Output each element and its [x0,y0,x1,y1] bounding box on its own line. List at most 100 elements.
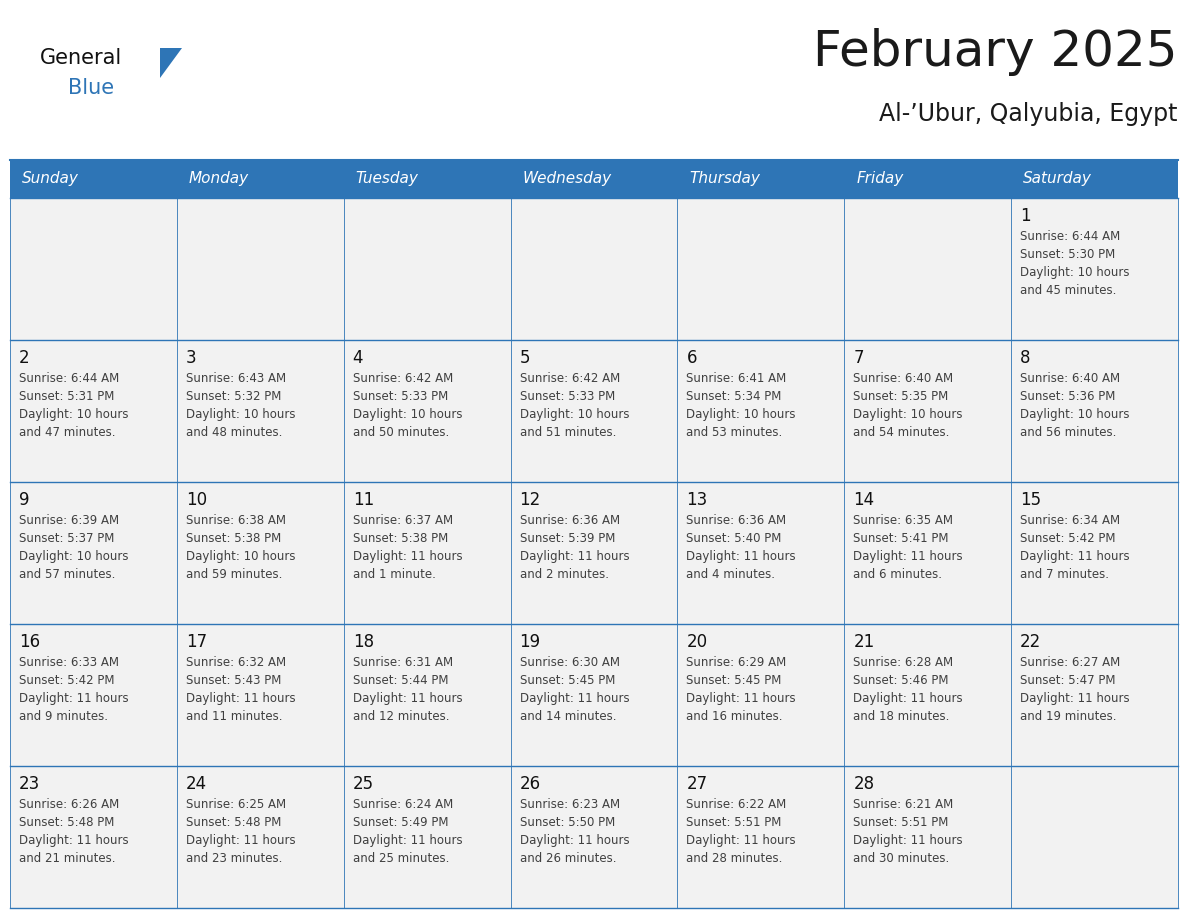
Text: Sunrise: 6:22 AM
Sunset: 5:51 PM
Daylight: 11 hours
and 28 minutes.: Sunrise: 6:22 AM Sunset: 5:51 PM Dayligh… [687,798,796,865]
Text: 25: 25 [353,775,374,793]
Text: 13: 13 [687,491,708,509]
Text: Sunrise: 6:27 AM
Sunset: 5:47 PM
Daylight: 11 hours
and 19 minutes.: Sunrise: 6:27 AM Sunset: 5:47 PM Dayligh… [1020,656,1130,723]
Bar [1011,198,1178,340]
Text: Monday: Monday [189,172,249,186]
Bar [511,340,677,482]
Bar [177,198,343,340]
Bar [10,624,177,766]
Text: 4: 4 [353,349,364,367]
Text: 10: 10 [185,491,207,509]
Text: 20: 20 [687,633,708,651]
Text: 27: 27 [687,775,708,793]
Text: Sunday: Sunday [23,172,78,186]
Text: Sunrise: 6:42 AM
Sunset: 5:33 PM
Daylight: 10 hours
and 51 minutes.: Sunrise: 6:42 AM Sunset: 5:33 PM Dayligh… [519,372,630,439]
Bar [343,624,511,766]
Bar [845,198,1011,340]
Text: 19: 19 [519,633,541,651]
Text: Sunrise: 6:30 AM
Sunset: 5:45 PM
Daylight: 11 hours
and 14 minutes.: Sunrise: 6:30 AM Sunset: 5:45 PM Dayligh… [519,656,630,723]
Text: Saturday: Saturday [1023,172,1092,186]
Bar [343,198,511,340]
Bar [10,766,177,908]
Text: Sunrise: 6:34 AM
Sunset: 5:42 PM
Daylight: 11 hours
and 7 minutes.: Sunrise: 6:34 AM Sunset: 5:42 PM Dayligh… [1020,514,1130,581]
Text: 6: 6 [687,349,697,367]
Text: General: General [40,48,122,68]
Bar [343,766,511,908]
Text: 9: 9 [19,491,30,509]
Text: 5: 5 [519,349,530,367]
Bar [845,482,1011,624]
Bar [1011,624,1178,766]
Text: 2: 2 [19,349,30,367]
Text: 1: 1 [1020,207,1031,225]
Bar [845,766,1011,908]
Text: 16: 16 [19,633,40,651]
Bar [845,624,1011,766]
Polygon shape [160,48,182,78]
Bar [10,482,177,624]
Text: 24: 24 [185,775,207,793]
Text: Sunrise: 6:39 AM
Sunset: 5:37 PM
Daylight: 10 hours
and 57 minutes.: Sunrise: 6:39 AM Sunset: 5:37 PM Dayligh… [19,514,128,581]
Text: Al-’Ubur, Qalyubia, Egypt: Al-’Ubur, Qalyubia, Egypt [879,102,1178,126]
Bar [1011,340,1178,482]
Text: 28: 28 [853,775,874,793]
Bar [10,198,177,340]
Text: Sunrise: 6:40 AM
Sunset: 5:35 PM
Daylight: 10 hours
and 54 minutes.: Sunrise: 6:40 AM Sunset: 5:35 PM Dayligh… [853,372,962,439]
Text: 14: 14 [853,491,874,509]
Bar [677,766,845,908]
Text: Sunrise: 6:25 AM
Sunset: 5:48 PM
Daylight: 11 hours
and 23 minutes.: Sunrise: 6:25 AM Sunset: 5:48 PM Dayligh… [185,798,296,865]
Text: Sunrise: 6:35 AM
Sunset: 5:41 PM
Daylight: 11 hours
and 6 minutes.: Sunrise: 6:35 AM Sunset: 5:41 PM Dayligh… [853,514,963,581]
Text: Sunrise: 6:40 AM
Sunset: 5:36 PM
Daylight: 10 hours
and 56 minutes.: Sunrise: 6:40 AM Sunset: 5:36 PM Dayligh… [1020,372,1130,439]
Text: Thursday: Thursday [689,172,760,186]
Text: 15: 15 [1020,491,1041,509]
Text: Sunrise: 6:33 AM
Sunset: 5:42 PM
Daylight: 11 hours
and 9 minutes.: Sunrise: 6:33 AM Sunset: 5:42 PM Dayligh… [19,656,128,723]
Bar [677,624,845,766]
Text: Sunrise: 6:31 AM
Sunset: 5:44 PM
Daylight: 11 hours
and 12 minutes.: Sunrise: 6:31 AM Sunset: 5:44 PM Dayligh… [353,656,462,723]
Bar [1011,766,1178,908]
Text: February 2025: February 2025 [814,28,1178,76]
Text: Sunrise: 6:21 AM
Sunset: 5:51 PM
Daylight: 11 hours
and 30 minutes.: Sunrise: 6:21 AM Sunset: 5:51 PM Dayligh… [853,798,963,865]
Bar [677,198,845,340]
Text: Sunrise: 6:36 AM
Sunset: 5:39 PM
Daylight: 11 hours
and 2 minutes.: Sunrise: 6:36 AM Sunset: 5:39 PM Dayligh… [519,514,630,581]
Bar [177,482,343,624]
Text: Sunrise: 6:44 AM
Sunset: 5:30 PM
Daylight: 10 hours
and 45 minutes.: Sunrise: 6:44 AM Sunset: 5:30 PM Dayligh… [1020,230,1130,297]
Text: Sunrise: 6:43 AM
Sunset: 5:32 PM
Daylight: 10 hours
and 48 minutes.: Sunrise: 6:43 AM Sunset: 5:32 PM Dayligh… [185,372,296,439]
Text: 18: 18 [353,633,374,651]
Text: 12: 12 [519,491,541,509]
Text: Friday: Friday [857,172,904,186]
Bar [511,624,677,766]
Text: 26: 26 [519,775,541,793]
Text: Wednesday: Wednesday [523,172,612,186]
Bar [177,624,343,766]
Text: Sunrise: 6:42 AM
Sunset: 5:33 PM
Daylight: 10 hours
and 50 minutes.: Sunrise: 6:42 AM Sunset: 5:33 PM Dayligh… [353,372,462,439]
Text: Sunrise: 6:38 AM
Sunset: 5:38 PM
Daylight: 10 hours
and 59 minutes.: Sunrise: 6:38 AM Sunset: 5:38 PM Dayligh… [185,514,296,581]
Text: Sunrise: 6:29 AM
Sunset: 5:45 PM
Daylight: 11 hours
and 16 minutes.: Sunrise: 6:29 AM Sunset: 5:45 PM Dayligh… [687,656,796,723]
Bar [677,482,845,624]
Bar [177,340,343,482]
Text: Sunrise: 6:41 AM
Sunset: 5:34 PM
Daylight: 10 hours
and 53 minutes.: Sunrise: 6:41 AM Sunset: 5:34 PM Dayligh… [687,372,796,439]
Bar [343,340,511,482]
Text: 8: 8 [1020,349,1031,367]
Bar [177,766,343,908]
Bar [511,198,677,340]
Bar [10,160,1178,198]
Bar [343,482,511,624]
Text: Sunrise: 6:44 AM
Sunset: 5:31 PM
Daylight: 10 hours
and 47 minutes.: Sunrise: 6:44 AM Sunset: 5:31 PM Dayligh… [19,372,128,439]
Text: Sunrise: 6:24 AM
Sunset: 5:49 PM
Daylight: 11 hours
and 25 minutes.: Sunrise: 6:24 AM Sunset: 5:49 PM Dayligh… [353,798,462,865]
Bar [511,766,677,908]
Text: 22: 22 [1020,633,1042,651]
Text: 11: 11 [353,491,374,509]
Text: 23: 23 [19,775,40,793]
Text: 21: 21 [853,633,874,651]
Text: Sunrise: 6:37 AM
Sunset: 5:38 PM
Daylight: 11 hours
and 1 minute.: Sunrise: 6:37 AM Sunset: 5:38 PM Dayligh… [353,514,462,581]
Bar [10,340,177,482]
Text: Sunrise: 6:36 AM
Sunset: 5:40 PM
Daylight: 11 hours
and 4 minutes.: Sunrise: 6:36 AM Sunset: 5:40 PM Dayligh… [687,514,796,581]
Text: 3: 3 [185,349,196,367]
Bar [1011,482,1178,624]
Text: Sunrise: 6:32 AM
Sunset: 5:43 PM
Daylight: 11 hours
and 11 minutes.: Sunrise: 6:32 AM Sunset: 5:43 PM Dayligh… [185,656,296,723]
Text: Tuesday: Tuesday [355,172,418,186]
Text: Sunrise: 6:23 AM
Sunset: 5:50 PM
Daylight: 11 hours
and 26 minutes.: Sunrise: 6:23 AM Sunset: 5:50 PM Dayligh… [519,798,630,865]
Text: Blue: Blue [68,78,114,98]
Bar [677,340,845,482]
Bar [511,482,677,624]
Text: Sunrise: 6:28 AM
Sunset: 5:46 PM
Daylight: 11 hours
and 18 minutes.: Sunrise: 6:28 AM Sunset: 5:46 PM Dayligh… [853,656,963,723]
